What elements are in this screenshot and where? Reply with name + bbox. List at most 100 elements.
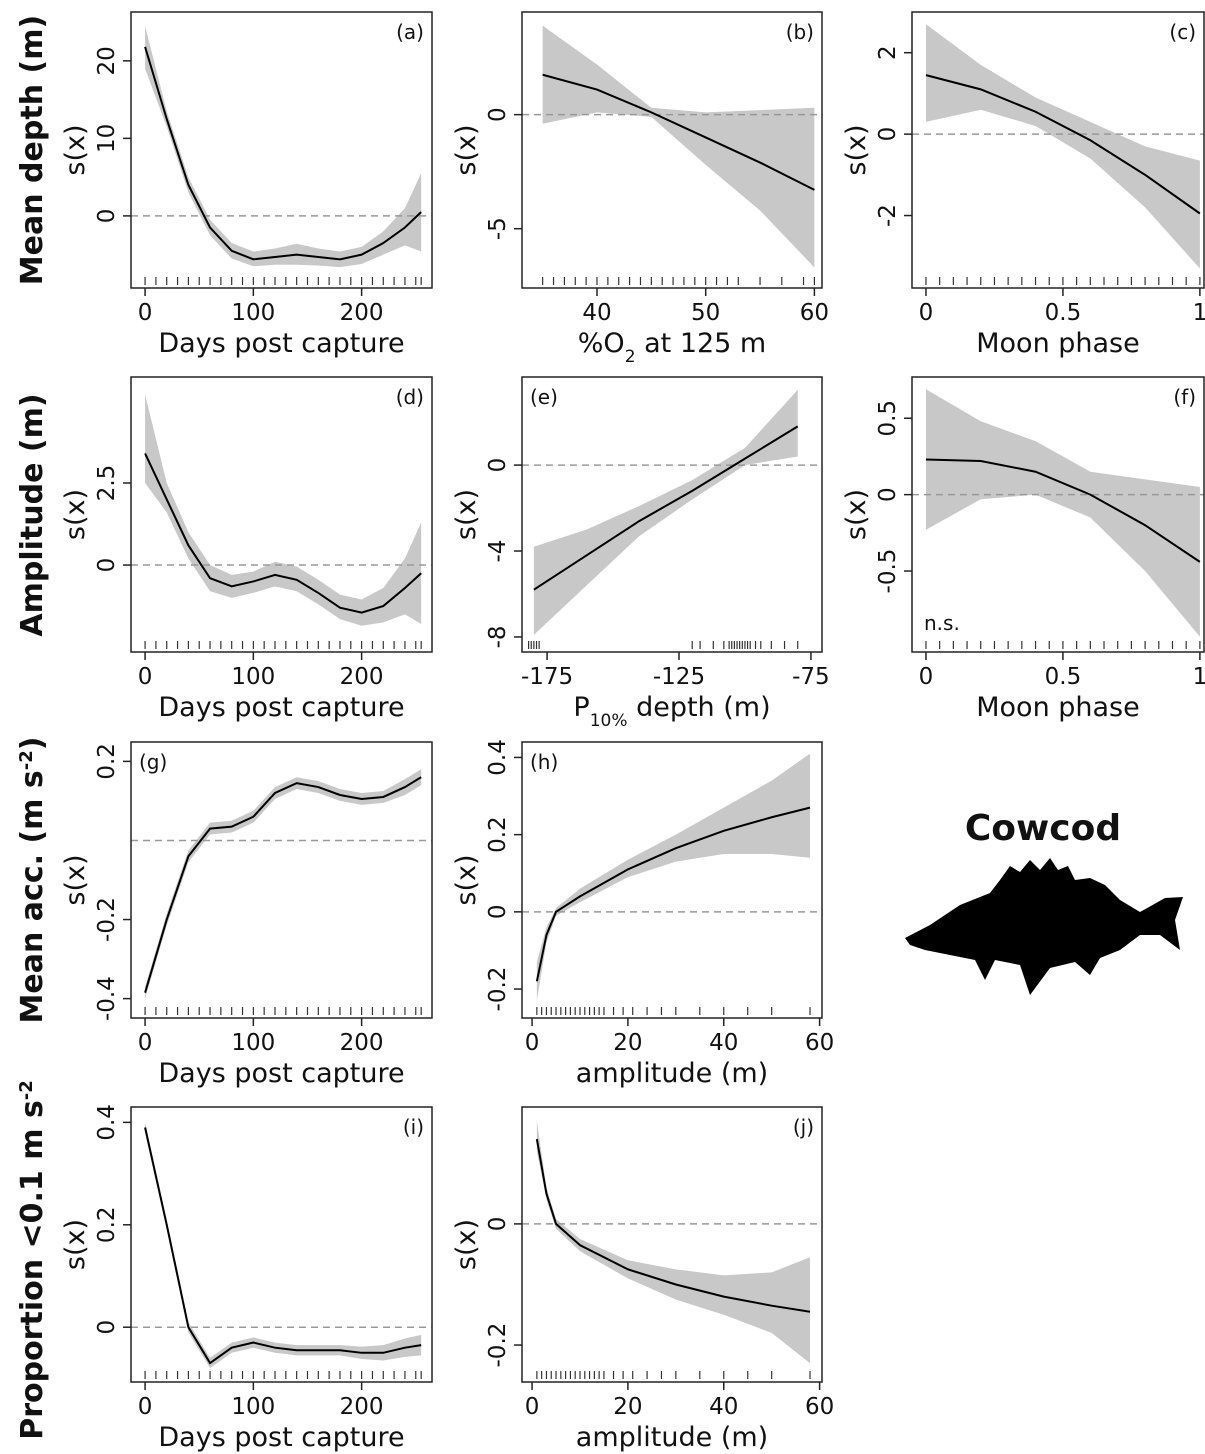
label-segment: %O (578, 328, 625, 359)
plot-frame (911, 11, 1205, 289)
y-axis-label: s(x) (60, 489, 91, 540)
y-tick-label: 0 (94, 558, 120, 573)
plot-frame (130, 11, 433, 289)
x-axis-label: amplitude (m) (576, 1058, 768, 1089)
x-tick-label: 40 (709, 1394, 738, 1420)
y-tick-label: -0.5 (875, 549, 901, 594)
x-tick-label: 1 (1193, 300, 1205, 326)
y-tick-label: 0 (485, 905, 511, 920)
y-axis-label: s(x) (60, 1219, 91, 1270)
x-axis-label: %O2 at 125 m (578, 328, 766, 367)
confidence-band (542, 25, 815, 268)
x-tick-label: 0 (138, 1030, 153, 1056)
x-tick-label: 200 (340, 1394, 384, 1420)
confidence-band (536, 1120, 811, 1364)
x-tick-label: -175 (521, 664, 573, 690)
y-axis-label: s(x) (841, 489, 872, 540)
x-tick-label: 50 (691, 300, 720, 326)
y-axis-label: s(x) (60, 854, 91, 905)
confidence-band (145, 25, 422, 268)
plot-frame (521, 1106, 823, 1383)
y-axis-label: s(x) (451, 489, 482, 540)
row-label: Proportion <0.1 m s-2 (15, 1080, 50, 1440)
y-tick-label: 20 (94, 46, 120, 75)
y-axis-label: s(x) (451, 124, 482, 175)
y-tick-label: -0.2 (485, 967, 511, 1012)
x-tick-label: 40 (709, 1030, 738, 1056)
y-tick-label: 0 (485, 458, 511, 473)
x-tick-label: 100 (231, 300, 275, 326)
label-segment: -2 (16, 750, 37, 770)
panel-label: (e) (530, 385, 558, 409)
x-tick-label: 200 (340, 664, 384, 690)
x-tick-label: 100 (231, 1030, 275, 1056)
label-segment: Days post capture (158, 1422, 404, 1453)
confidence-band (536, 753, 811, 1001)
y-tick-label: 0.5 (875, 400, 901, 437)
y-tick-label: -0.2 (485, 1323, 511, 1368)
label-segment: 2 (625, 347, 636, 367)
y-axis-label: s(x) (451, 1219, 482, 1270)
y-tick-label: 0 (485, 107, 511, 122)
x-tick-label: -75 (792, 664, 830, 690)
fit-line (925, 74, 1201, 215)
label-segment: Mean acc. (m s (15, 770, 50, 1023)
label-segment: Moon phase (976, 692, 1140, 723)
y-tick-label: -0.4 (94, 976, 120, 1021)
x-tick-label: 0 (138, 300, 153, 326)
label-segment: -2 (16, 1080, 37, 1100)
annotation: n.s. (924, 611, 960, 635)
y-axis-label: s(x) (451, 854, 482, 905)
confidence-band (925, 389, 1200, 637)
fit-line (925, 458, 1201, 563)
y-tick-label: 0.2 (485, 816, 511, 853)
plot-frame (521, 376, 823, 653)
label-segment: Days post capture (158, 1058, 404, 1089)
y-tick-label: -2 (875, 204, 901, 227)
panel-label: (f) (1173, 385, 1196, 409)
label-segment: amplitude (m) (576, 1058, 768, 1089)
y-tick-label: 2.5 (94, 465, 120, 502)
x-axis-label: Days post capture (158, 692, 404, 723)
confidence-band (533, 389, 798, 635)
fit-line (144, 1127, 422, 1365)
x-axis-label: Moon phase (976, 328, 1140, 359)
fit-line (144, 46, 422, 261)
row-label: Mean acc. (m s-2) (15, 737, 50, 1024)
plot-frame (521, 741, 823, 1019)
y-tick-label: 10 (94, 124, 120, 153)
label-segment: at 125 m (636, 328, 767, 359)
x-axis-label: amplitude (m) (576, 1422, 768, 1453)
panel-label: (h) (530, 750, 558, 774)
fit-line (542, 73, 815, 191)
x-tick-label: 0 (138, 1394, 153, 1420)
panel-label: (a) (396, 20, 424, 44)
y-tick-label: -5 (485, 217, 511, 240)
x-tick-label: 1 (1193, 664, 1205, 690)
plot-frame (911, 376, 1205, 653)
figure-label: Cowcod (965, 808, 1121, 849)
x-tick-label: 0 (525, 1394, 540, 1420)
fit-line (535, 806, 811, 982)
row-label: Amplitude (m) (15, 393, 50, 636)
x-tick-label: 60 (805, 1394, 834, 1420)
x-tick-label: 0.5 (1045, 300, 1082, 326)
panel-label: (b) (786, 20, 814, 44)
x-axis-label: P10% depth (m) (573, 692, 770, 731)
label-segment: Amplitude (m) (15, 393, 50, 636)
fit-line (533, 425, 799, 591)
row-label: Mean depth (m) (15, 15, 50, 285)
x-tick-label: 100 (231, 664, 275, 690)
x-tick-label: 60 (805, 1030, 834, 1056)
y-tick-label: 0 (94, 1320, 120, 1335)
y-tick-label: 0 (875, 487, 901, 502)
panel-label: (i) (403, 1115, 424, 1139)
label-segment: amplitude (m) (576, 1422, 768, 1453)
y-axis-label: s(x) (841, 124, 872, 175)
panel-label: (j) (793, 1115, 814, 1139)
label-segment: Days post capture (158, 692, 404, 723)
y-tick-label: 2 (875, 45, 901, 60)
fish-silhouette (905, 858, 1183, 995)
confidence-band (145, 769, 422, 999)
x-tick-label: 60 (800, 300, 829, 326)
